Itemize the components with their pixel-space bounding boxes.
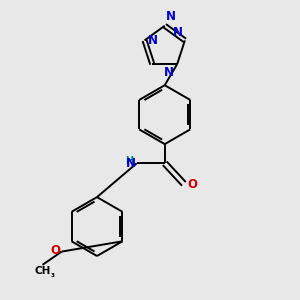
Text: N: N: [148, 34, 158, 47]
Text: ₃: ₃: [50, 270, 55, 279]
Text: CH: CH: [34, 266, 51, 276]
Text: N: N: [166, 11, 176, 23]
Text: N: N: [172, 26, 182, 39]
Text: N: N: [126, 157, 136, 170]
Text: O: O: [188, 178, 197, 191]
Text: methoxy: methoxy: [38, 266, 44, 267]
Text: N: N: [164, 66, 174, 79]
Text: H: H: [125, 156, 133, 166]
Text: O: O: [50, 244, 60, 257]
